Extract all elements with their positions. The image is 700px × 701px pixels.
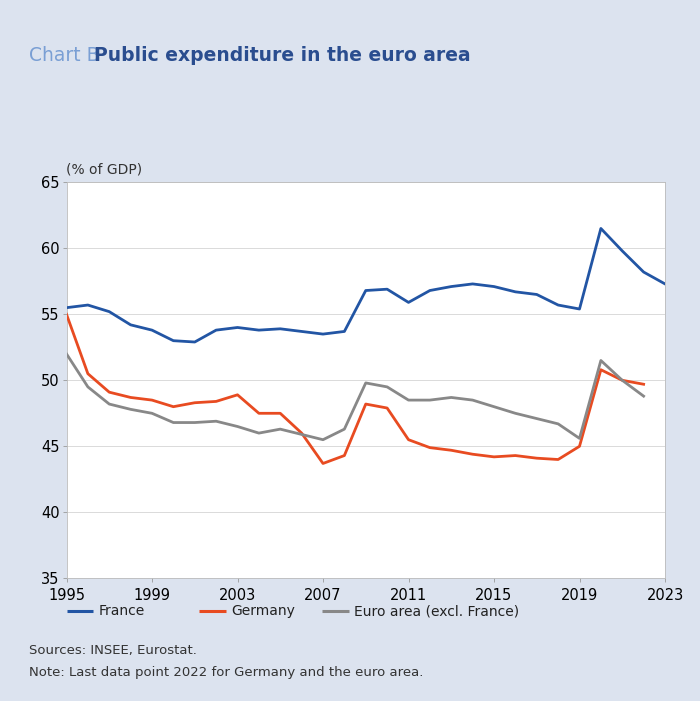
Text: Germany: Germany bbox=[232, 604, 295, 618]
Text: Public expenditure in the euro area: Public expenditure in the euro area bbox=[94, 46, 471, 64]
Text: Euro area (excl. France): Euro area (excl. France) bbox=[354, 604, 519, 618]
Text: (% of GDP): (% of GDP) bbox=[66, 163, 143, 177]
Text: Note: Last data point 2022 for Germany and the euro area.: Note: Last data point 2022 for Germany a… bbox=[29, 666, 423, 679]
Text: Chart B: Chart B bbox=[29, 46, 100, 64]
Text: France: France bbox=[99, 604, 145, 618]
Text: Sources: INSEE, Eurostat.: Sources: INSEE, Eurostat. bbox=[29, 644, 197, 657]
